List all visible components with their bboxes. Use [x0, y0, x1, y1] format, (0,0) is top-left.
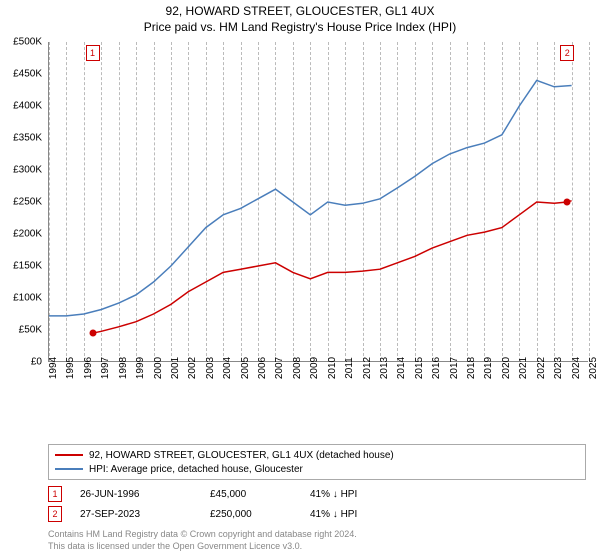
title-sub: Price paid vs. HM Land Registry's House …	[0, 20, 600, 34]
y-tick-label: £200K	[13, 229, 42, 240]
series-hpi	[49, 80, 572, 316]
data-rows: 1 26-JUN-1996£45,00041% ↓ HPI 2 27-SEP-2023…	[48, 484, 430, 524]
legend-row: HPI: Average price, detached house, Glou…	[55, 462, 579, 476]
chart-lines	[49, 42, 589, 362]
transaction-price: £250,000	[210, 509, 310, 520]
y-tick-label: £400K	[13, 101, 42, 112]
legend-swatch	[55, 468, 83, 470]
plot-wrap: 12 £0£50K£100K£150K£200K£250K£300K£350K£…	[48, 42, 588, 392]
data-point-marker	[564, 199, 571, 206]
footer-line-1: Contains HM Land Registry data © Crown c…	[48, 528, 357, 540]
y-tick-label: £450K	[13, 69, 42, 80]
y-tick-label: £50K	[19, 325, 42, 336]
legend-row: 92, HOWARD STREET, GLOUCESTER, GL1 4UX (…	[55, 448, 579, 462]
transaction-pct: 41% ↓ HPI	[310, 509, 430, 520]
data-point-badge: 1	[86, 45, 100, 61]
plot-area: 12	[48, 42, 588, 362]
title-block: 92, HOWARD STREET, GLOUCESTER, GL1 4UX P…	[0, 0, 600, 34]
y-tick-label: £0	[31, 357, 42, 368]
transaction-badge: 1	[48, 486, 62, 502]
footer: Contains HM Land Registry data © Crown c…	[48, 528, 357, 552]
y-tick-label: £250K	[13, 197, 42, 208]
legend-label: HPI: Average price, detached house, Glou…	[89, 464, 303, 475]
transaction-badge: 2	[48, 506, 62, 522]
gridline	[589, 42, 590, 361]
data-point-marker	[89, 330, 96, 337]
legend-label: 92, HOWARD STREET, GLOUCESTER, GL1 4UX (…	[89, 450, 394, 461]
title-main: 92, HOWARD STREET, GLOUCESTER, GL1 4UX	[0, 4, 600, 18]
transaction-row: 2 27-SEP-2023£250,00041% ↓ HPI	[48, 504, 430, 524]
legend-swatch	[55, 454, 83, 456]
transaction-date: 27-SEP-2023	[80, 509, 210, 520]
series-property	[93, 201, 572, 334]
legend: 92, HOWARD STREET, GLOUCESTER, GL1 4UX (…	[48, 444, 586, 480]
data-point-badge: 2	[560, 45, 574, 61]
y-tick-label: £350K	[13, 133, 42, 144]
transaction-price: £45,000	[210, 489, 310, 500]
y-tick-label: £300K	[13, 165, 42, 176]
transaction-pct: 41% ↓ HPI	[310, 489, 430, 500]
y-tick-label: £500K	[13, 37, 42, 48]
footer-line-2: This data is licensed under the Open Gov…	[48, 540, 357, 552]
transaction-row: 1 26-JUN-1996£45,00041% ↓ HPI	[48, 484, 430, 504]
transaction-date: 26-JUN-1996	[80, 489, 210, 500]
y-tick-label: £100K	[13, 293, 42, 304]
x-tick-label: 2025	[588, 357, 599, 379]
chart-container: 92, HOWARD STREET, GLOUCESTER, GL1 4UX P…	[0, 0, 600, 560]
y-tick-label: £150K	[13, 261, 42, 272]
